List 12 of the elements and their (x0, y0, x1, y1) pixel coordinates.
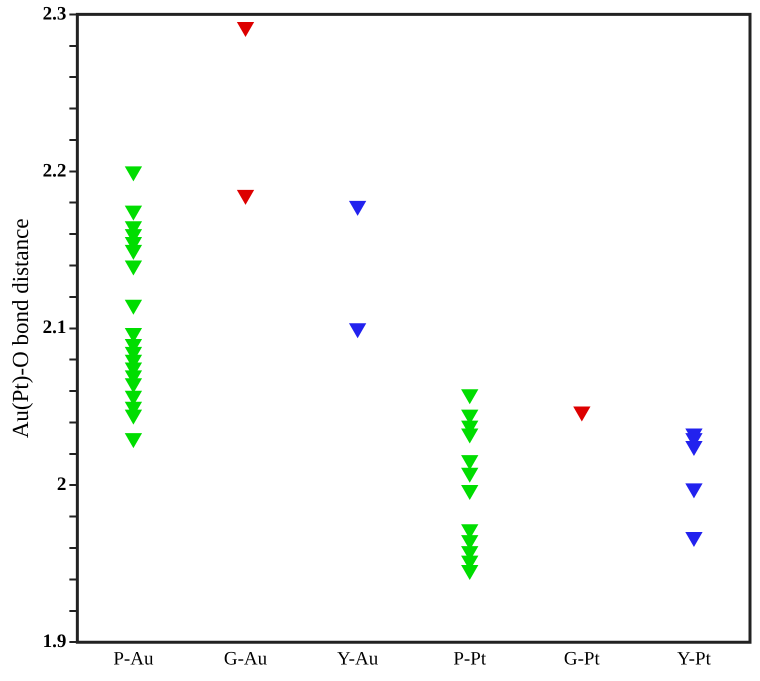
x-tick-label: G-Au (224, 648, 268, 670)
y-tick-label: 2.1 (42, 317, 66, 338)
x-tick-label: G-Pt (564, 648, 600, 670)
y-axis-title: Au(Pt)-O bond distance (8, 218, 33, 438)
y-tick-label: 2 (56, 474, 66, 496)
y-tick-label: 1.9 (42, 631, 66, 652)
x-tick-label: P-Au (113, 648, 154, 670)
y-tick-label: 2.2 (42, 160, 66, 182)
y-tick-label: 2.3 (42, 3, 66, 24)
x-tick-label: Y-Pt (677, 648, 712, 670)
x-tick-label: Y-Au (337, 648, 379, 670)
x-tick-label: P-Pt (453, 648, 487, 670)
